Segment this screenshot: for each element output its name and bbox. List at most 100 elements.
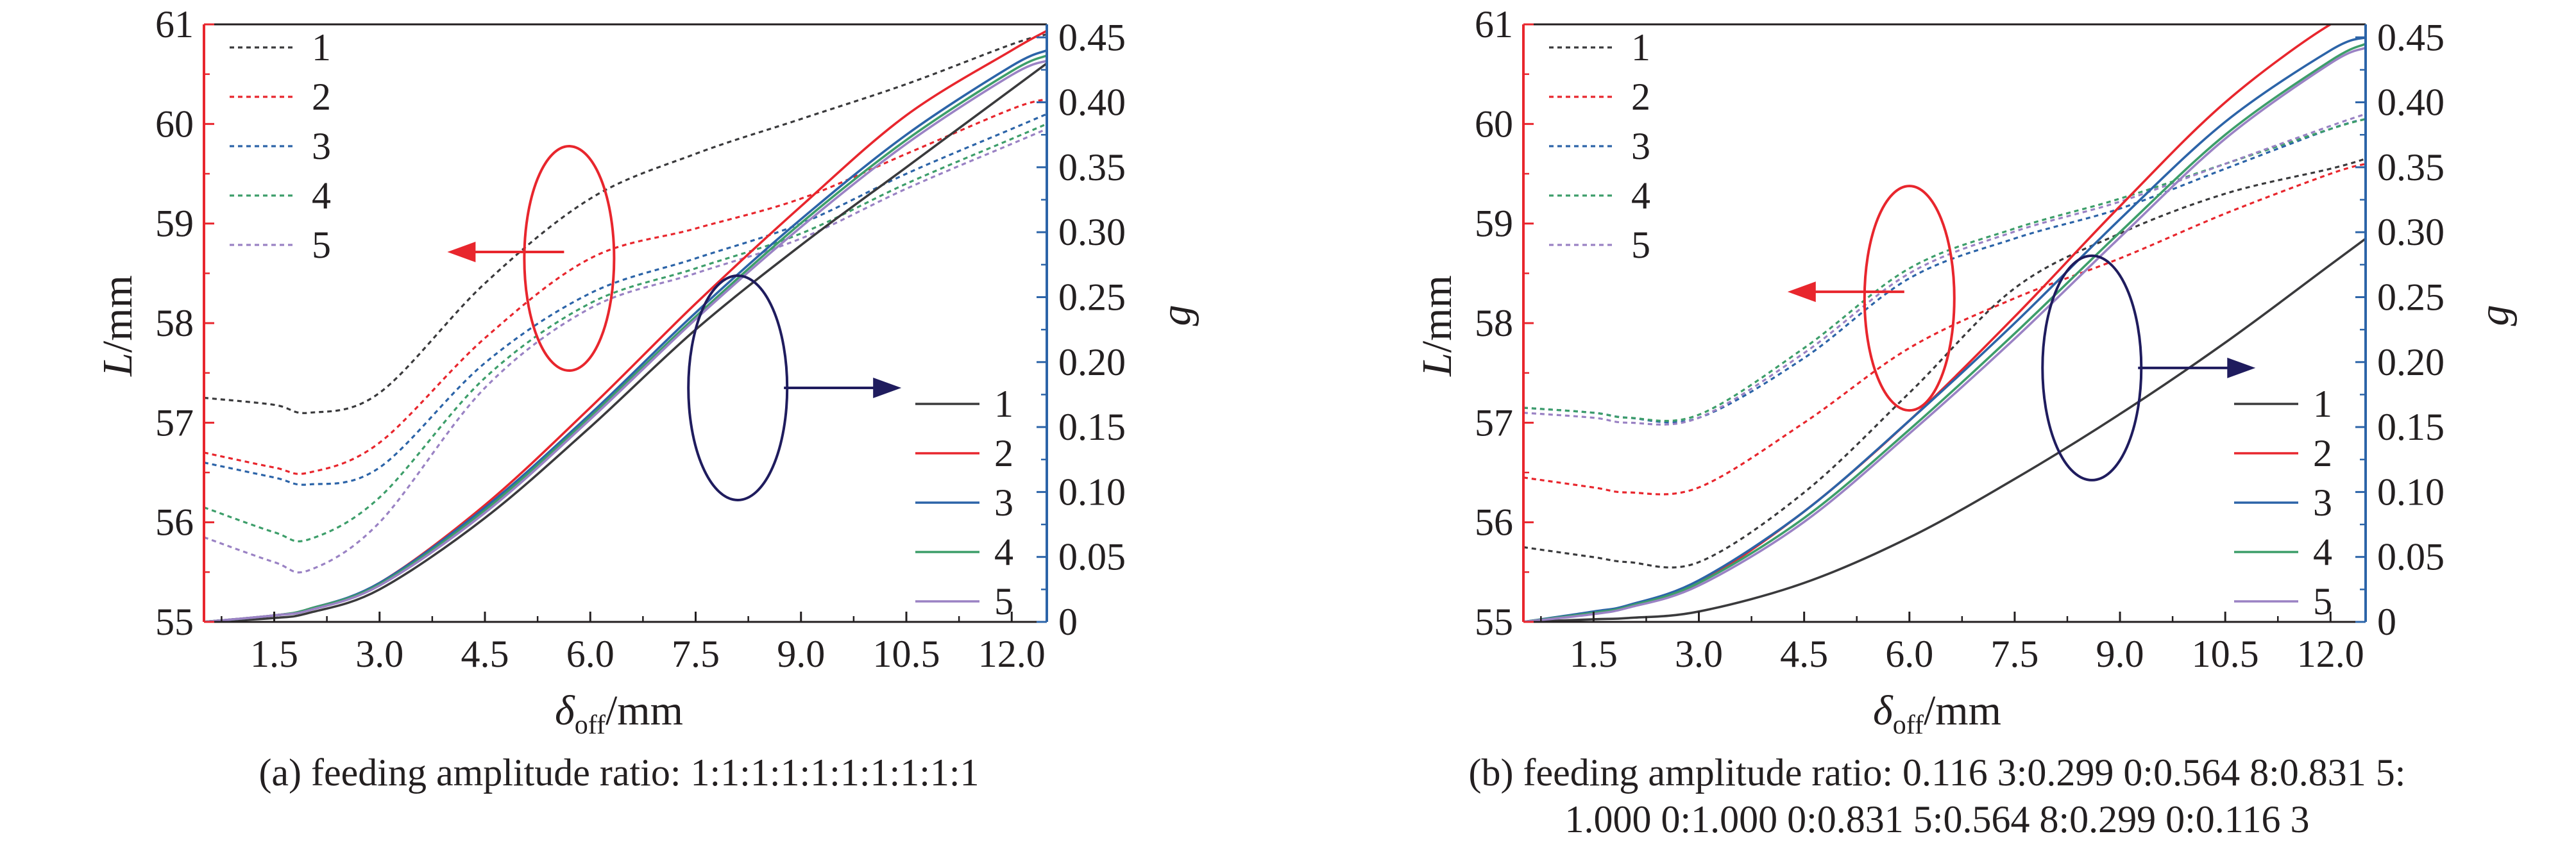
panel-a-xtick-label: 1.5 xyxy=(250,633,298,675)
panel-a-ellipse-left-series xyxy=(523,145,616,372)
panel-a-legend-dashed-label-4: 4 xyxy=(312,174,331,217)
panel-a-ytick-right-label: 0.40 xyxy=(1058,81,1126,124)
panel-a-L-series-1-line xyxy=(204,33,1047,414)
panel-a-ytick-left-label: 60 xyxy=(155,103,194,145)
panel-a-ytick-right-label: 0 xyxy=(1058,601,1078,643)
panel-a-ytick-right-label: 0.15 xyxy=(1058,406,1126,448)
panel-b-g-series-3-line xyxy=(1523,36,2366,622)
panel-a-g-series-4-line xyxy=(204,54,1047,622)
panel-a-xlabel: δoff/mm xyxy=(555,687,683,740)
panel-b-ylabel-right: g xyxy=(2471,305,2518,326)
panel-a-xtick-label: 7.5 xyxy=(672,633,720,675)
panel-b-caption-line1: (b) feeding amplitude ratio: 0.116 3:0.2… xyxy=(1469,751,2406,794)
panel-b-ytick-left-label: 56 xyxy=(1475,501,1513,544)
panel-b-legend-solid-label-3: 3 xyxy=(2313,481,2332,524)
panel-a-legend-dashed-label-5: 5 xyxy=(312,224,331,266)
panel-a-xtick-label: 12.0 xyxy=(978,633,1046,675)
panel-b-xtick-label: 3.0 xyxy=(1675,633,1723,675)
panel-a-ylabel-right: g xyxy=(1153,305,1199,326)
panel-b-ytick-left-label: 55 xyxy=(1475,601,1513,643)
panel-b-ellipse-left-series xyxy=(1863,185,1956,412)
panel-b-ylabel-left: L/mm xyxy=(1414,275,1461,377)
panel-b-arrow-right-head xyxy=(2227,357,2256,378)
panel-b-ytick-right-label: 0.45 xyxy=(2377,16,2445,58)
panel-a-g-series-2-line xyxy=(204,29,1047,622)
panel-b-xtick-label: 12.0 xyxy=(2297,633,2364,675)
panel-b-arrow-left-head xyxy=(1787,281,1816,303)
panel-b-xtick-label: 1.5 xyxy=(1570,633,1618,675)
panel-a-legend-dashed-label-1: 1 xyxy=(312,26,331,69)
panel-b-ytick-right-label: 0.25 xyxy=(2377,276,2445,318)
panel-b-legend-dashed-label-3: 3 xyxy=(1631,125,1650,167)
panel-b-L-series-5-line xyxy=(1523,113,2366,426)
panel-a-ytick-left-label: 57 xyxy=(155,401,194,444)
panel-b-legend-dashed-label-5: 5 xyxy=(1631,224,1650,266)
panel-a-ylabel-left: L/mm xyxy=(94,275,141,377)
panel-a-L-series-3-line xyxy=(204,113,1047,486)
panel-a-xtick-label: 10.5 xyxy=(873,633,940,675)
panel-a-g-series-5-line xyxy=(204,60,1047,622)
panel-a-xtick-label: 4.5 xyxy=(461,633,509,675)
panel-b-ytick-right-label: 0.40 xyxy=(2377,81,2445,124)
panel-b-ytick-left-label: 58 xyxy=(1475,302,1513,344)
panel-a-xtick-label: 9.0 xyxy=(777,633,825,675)
panel-b-legend-solid-label-2: 2 xyxy=(2313,432,2332,474)
panel-b-L-series-3-line xyxy=(1523,118,2366,424)
panel-b-ytick-right-label: 0.05 xyxy=(2377,536,2445,578)
panel-a-legend-solid-label-5: 5 xyxy=(994,580,1013,623)
panel-a: 1.5 3.0 4.5 6.0 7.5 9.0 10.5 12.055565758596061… xyxy=(94,3,1199,794)
panel-a-legend-dashed-label-3: 3 xyxy=(312,125,331,167)
panel-a-series-group xyxy=(204,29,1047,622)
panel-a-xtick-label: 6.0 xyxy=(566,633,614,675)
panel-b-legend-solid-label-4: 4 xyxy=(2313,531,2332,573)
panel-b-ytick-right-label: 0.35 xyxy=(2377,146,2445,188)
panel-a-ytick-right-label: 0.20 xyxy=(1058,341,1126,383)
panel-a-ytick-left-label: 56 xyxy=(155,501,194,544)
panel-a-legend-solid-label-4: 4 xyxy=(994,531,1013,573)
panel-a-ytick-right-label: 0.35 xyxy=(1058,146,1126,188)
panel-a-legend-dashed-label-2: 2 xyxy=(312,76,331,118)
panel-b-L-series-2-line xyxy=(1523,162,2366,496)
panel-a-legend-solid-label-1: 1 xyxy=(994,383,1013,425)
panel-b-legend-solid-label-1: 1 xyxy=(2313,383,2332,425)
panel-b-legend-dashed-label-1: 1 xyxy=(1631,26,1650,69)
panel-a-ytick-right-label: 0.25 xyxy=(1058,276,1126,318)
panel-b-ytick-right-label: 0.20 xyxy=(2377,341,2445,383)
panel-a-arrow-right-head xyxy=(873,377,902,398)
panel-b-legend-dashed-label-4: 4 xyxy=(1631,174,1650,217)
panel-a-ellipse-right-series xyxy=(687,274,789,501)
panel-b-g-series-1-line xyxy=(1523,237,2366,622)
panel-b: 1.5 3.0 4.5 6.0 7.5 9.0 10.5 12.055565758596061… xyxy=(1414,3,2518,841)
panel-b-xlabel: δoff/mm xyxy=(1873,687,2001,740)
panel-a-L-series-5-line xyxy=(204,128,1047,574)
panel-a-ytick-right-label: 0.10 xyxy=(1058,471,1126,513)
panel-b-ytick-left-label: 59 xyxy=(1475,203,1513,245)
panel-a-caption: (a) feeding amplitude ratio: 1:1:1:1:1:1… xyxy=(258,751,979,794)
panel-a-xtick-label: 3.0 xyxy=(355,633,403,675)
panel-a-ytick-left-label: 55 xyxy=(155,601,194,643)
panel-a-ytick-right-label: 0.05 xyxy=(1058,536,1126,578)
panel-b-xtick-label: 4.5 xyxy=(1780,633,1828,675)
panel-b-legend-dashed-label-2: 2 xyxy=(1631,76,1650,118)
panel-a-ytick-right-label: 0.45 xyxy=(1058,16,1126,58)
panel-a-legend-solid-label-3: 3 xyxy=(994,481,1013,524)
panel-a-arrow-left-head xyxy=(447,242,476,263)
panel-b-xtick-label: 10.5 xyxy=(2192,633,2259,675)
panel-b-L-series-1-line xyxy=(1523,158,2366,569)
panel-a-ytick-right-label: 0.30 xyxy=(1058,211,1126,253)
panel-b-xtick-label: 6.0 xyxy=(1885,633,1933,675)
panel-b-ytick-left-label: 57 xyxy=(1475,401,1513,444)
panel-b-ytick-left-label: 61 xyxy=(1475,3,1513,46)
panel-b-caption-line2: 1.000 0:1.000 0:0.831 5:0.564 8:0.299 0:… xyxy=(1564,798,2309,841)
panel-b-plot-area: 1.5 3.0 4.5 6.0 7.5 9.0 10.5 12.055565758596061… xyxy=(1475,3,2445,675)
panel-a-L-series-4-line xyxy=(204,122,1047,542)
panel-b-ytick-right-label: 0.30 xyxy=(2377,211,2445,253)
panel-a-legend-solid-label-2: 2 xyxy=(994,432,1013,474)
panel-a-ytick-left-label: 59 xyxy=(155,203,194,245)
panel-b-ytick-right-label: 0.10 xyxy=(2377,471,2445,513)
panel-b-ytick-left-label: 60 xyxy=(1475,103,1513,145)
panel-b-ytick-right-label: 0 xyxy=(2377,601,2396,643)
panel-b-g-series-4-line xyxy=(1523,42,2366,622)
